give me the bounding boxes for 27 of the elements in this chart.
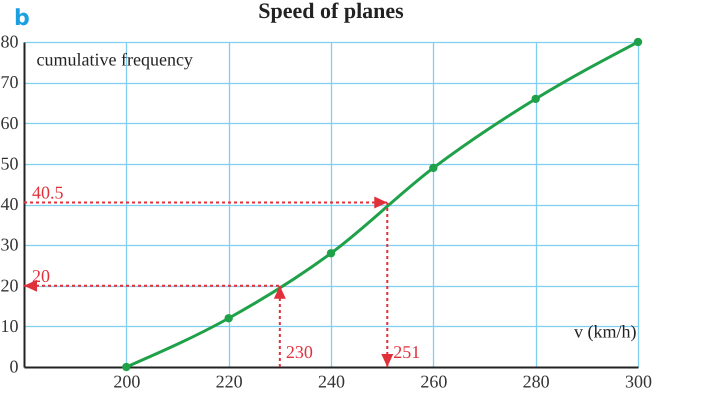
ref-line-label: 251 bbox=[393, 342, 420, 362]
point bbox=[429, 164, 438, 172]
y-tick-label: 50 bbox=[0, 153, 18, 174]
x-tick-label: 240 bbox=[318, 372, 345, 392]
x-axis-title: v (km/h) bbox=[574, 322, 636, 342]
y-tick-label: 30 bbox=[0, 234, 18, 255]
point bbox=[122, 362, 131, 372]
x-tick-label: 260 bbox=[420, 372, 448, 392]
y-tick-label: 10 bbox=[0, 316, 18, 336]
text: b bbox=[14, 6, 30, 31]
point bbox=[326, 249, 336, 258]
x-tick-label: 280 bbox=[522, 372, 550, 392]
ref-line-label: 230 bbox=[286, 342, 313, 362]
x-tick-label: 200 bbox=[113, 372, 140, 392]
point bbox=[224, 314, 233, 322]
y-tick-label: 70 bbox=[0, 72, 18, 92]
x-tick-label: 220 bbox=[216, 372, 243, 392]
point bbox=[634, 38, 642, 46]
y-tick-label: 20 bbox=[0, 275, 18, 296]
y-tick-label: 80 bbox=[0, 32, 18, 52]
ref-line-label: 40.5 bbox=[32, 182, 64, 202]
point bbox=[531, 94, 540, 104]
y-tick-label: 40 bbox=[0, 194, 18, 214]
y-tick-label: 60 bbox=[0, 112, 18, 133]
x-tick-label: 300 bbox=[625, 372, 652, 392]
y-tick-label: 0 bbox=[10, 356, 18, 376]
chart-title: Speed of planes bbox=[258, 0, 404, 23]
